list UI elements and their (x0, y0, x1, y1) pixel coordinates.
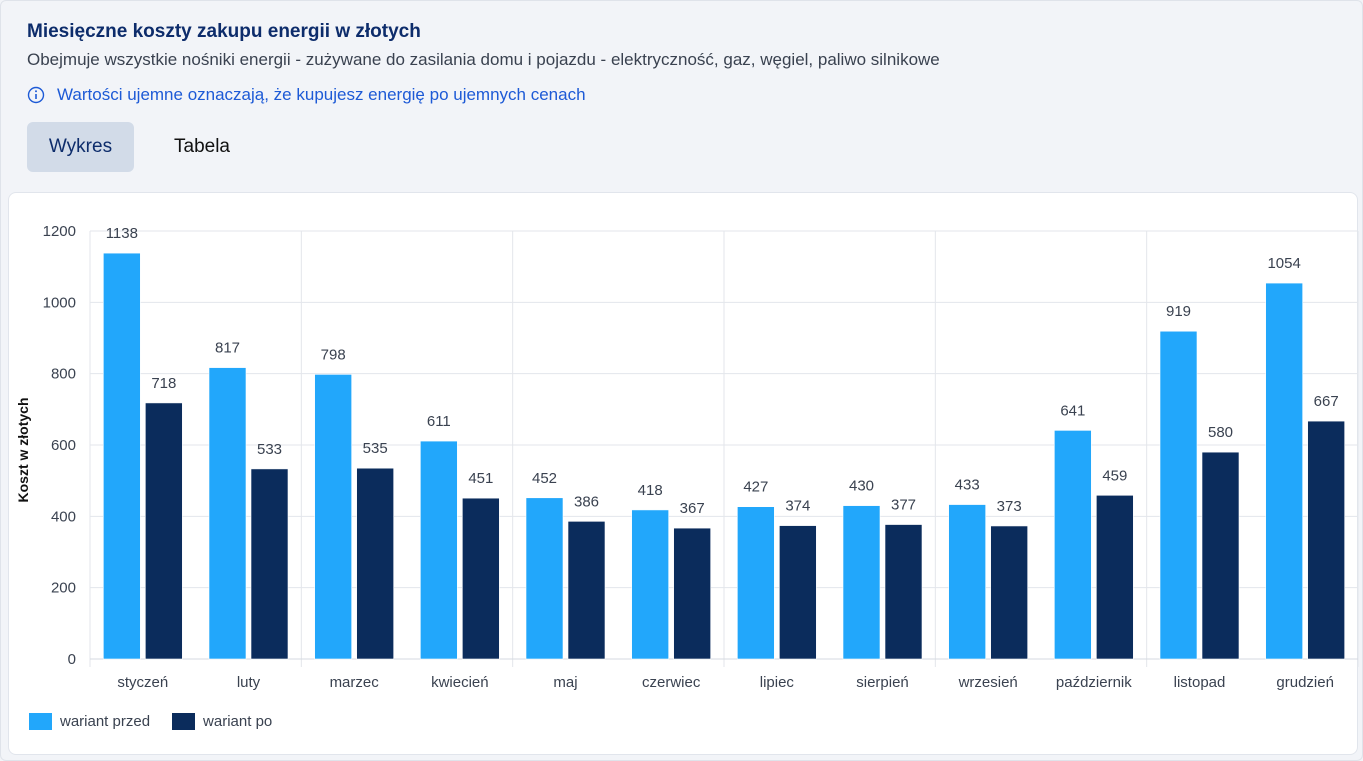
data-label: 377 (891, 497, 916, 514)
data-label: 611 (427, 413, 451, 430)
y-tick-label: 1000 (43, 294, 76, 311)
x-tick-label: styczeń (117, 674, 168, 691)
data-label: 798 (321, 346, 346, 363)
bar-chart: 0 200 400 600 800 1000 1200 1138 718 styczeń 817 53… (15, 223, 1359, 691)
legend-item-before[interactable]: wariant przed (29, 713, 150, 730)
data-label: 641 (1060, 402, 1085, 419)
bar-before (948, 504, 986, 660)
bar-after (884, 524, 923, 660)
x-tick-label: maj (553, 674, 577, 691)
bar-before (631, 509, 669, 660)
bar-after (356, 467, 394, 660)
data-label: 919 (1166, 303, 1191, 320)
bar-before (1265, 282, 1303, 660)
data-label: 430 (849, 478, 874, 495)
x-tick-label: lipiec (760, 674, 795, 691)
chart-legend: wariant przed wariant po (29, 713, 294, 730)
bar-before (1159, 330, 1198, 660)
page-subtitle: Obejmuje wszystkie nośniki energii - zuż… (27, 50, 940, 69)
data-label: 373 (997, 498, 1022, 515)
y-tick-label: 200 (51, 580, 76, 597)
y-tick-label: 400 (51, 508, 76, 525)
page-title: Miesięczne koszty zakupu energii w złoty… (27, 21, 421, 42)
x-tick-label: sierpień (856, 674, 909, 691)
bar-before (1054, 430, 1092, 660)
data-label: 535 (363, 440, 388, 457)
bar-before (208, 367, 247, 660)
legend-swatch-before (29, 713, 52, 730)
data-label: 459 (1102, 467, 1127, 484)
bar-after (145, 402, 183, 660)
y-axis-title: Koszt w złotych (15, 397, 31, 502)
data-label: 374 (785, 498, 810, 515)
legend-item-after[interactable]: wariant po (172, 713, 272, 730)
data-label: 427 (743, 479, 768, 496)
legend-label-after: wariant po (203, 713, 273, 730)
y-tick-label: 800 (51, 366, 76, 383)
y-tick-label: 600 (51, 437, 76, 454)
x-tick-label: marzec (330, 674, 380, 691)
bar-before (737, 506, 775, 660)
x-tick-label: czerwiec (642, 674, 701, 691)
bar-after (1201, 451, 1240, 660)
tab-chart[interactable]: Wykres (27, 122, 134, 172)
bar-after (990, 525, 1028, 660)
bar-after (673, 527, 711, 660)
data-label: 817 (215, 340, 240, 357)
y-tick-label: 1200 (43, 223, 76, 240)
info-note: Wartości ujemne oznaczają, że kupujesz e… (27, 85, 586, 105)
data-label: 386 (574, 493, 599, 510)
chart-card: 0 200 400 600 800 1000 1200 1138 718 styczeń 817 53… (8, 192, 1359, 755)
x-tick-label: październik (1056, 674, 1132, 691)
data-label: 580 (1208, 424, 1233, 441)
x-tick-label: wrzesień (958, 674, 1018, 691)
legend-swatch-after (172, 713, 196, 730)
bar-before (842, 505, 881, 660)
info-text: Wartości ujemne oznaczają, że kupujesz e… (57, 85, 586, 104)
legend-label-before: wariant przed (60, 713, 151, 730)
tab-table[interactable]: Tabela (174, 136, 230, 157)
x-tick-label: listopad (1174, 674, 1226, 691)
x-tick-label: grudzień (1276, 674, 1334, 691)
bar-after (462, 497, 500, 660)
bar-before (103, 252, 141, 660)
data-label: 667 (1314, 393, 1339, 410)
x-tick-label: luty (237, 674, 261, 691)
data-label: 452 (532, 470, 557, 487)
bar-after (250, 468, 289, 660)
data-label: 533 (257, 441, 282, 458)
bar-before (314, 374, 352, 660)
bar-after (1096, 494, 1134, 660)
data-label: 718 (151, 375, 176, 392)
data-label: 418 (638, 482, 663, 499)
view-tabs: Wykres Tabela (27, 122, 250, 172)
bar-before (525, 497, 564, 660)
data-label: 1054 (1267, 255, 1300, 272)
y-tick-label: 0 (68, 651, 76, 668)
bar-after (567, 521, 606, 660)
bar-after (779, 525, 817, 660)
info-circle-icon (27, 86, 45, 104)
data-label: 367 (680, 500, 705, 517)
x-tick-label: kwiecień (431, 674, 489, 691)
bar-before (420, 440, 458, 660)
data-label: 433 (955, 477, 980, 494)
data-label: 451 (468, 470, 493, 487)
bar-after (1307, 420, 1345, 660)
data-label: 1138 (106, 225, 138, 242)
